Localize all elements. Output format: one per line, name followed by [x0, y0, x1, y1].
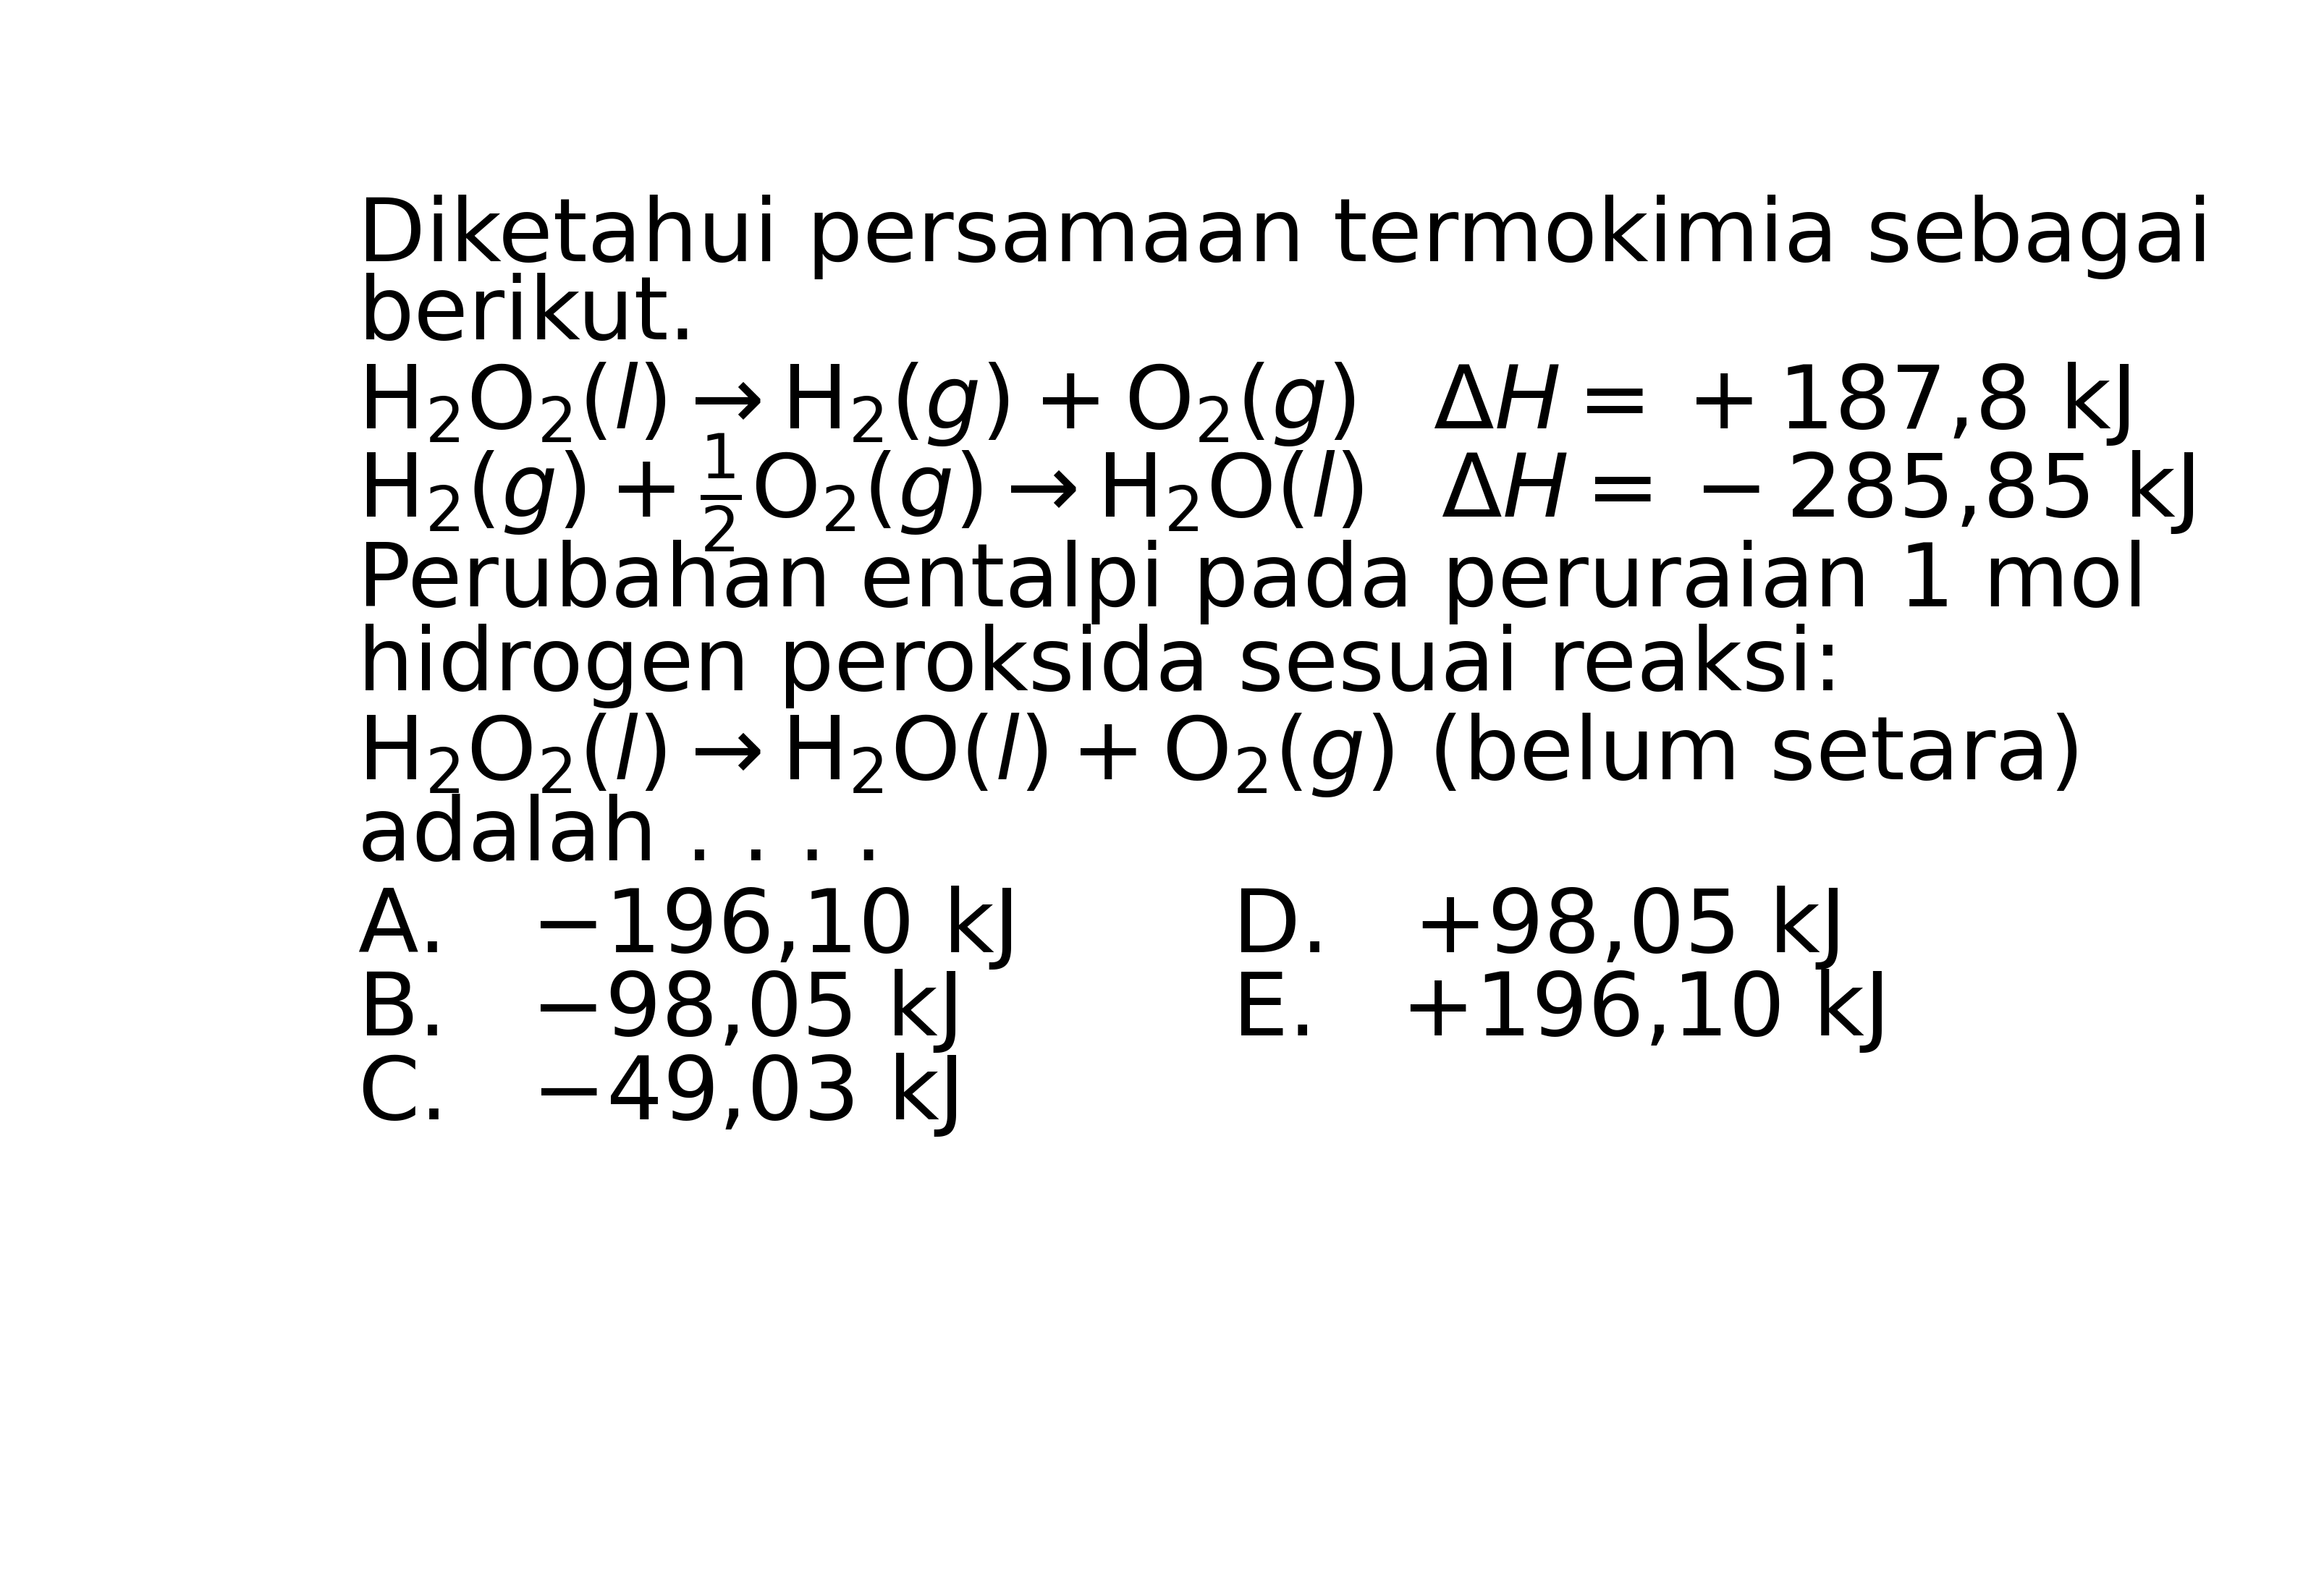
Text: Diketahui persamaan termokimia sebagai: Diketahui persamaan termokimia sebagai [358, 195, 2212, 280]
Text: $\mathrm{H_2O_2(}$$\mathit{l}$$\mathrm{) \rightarrow H_2(}$$\mathit{g}$$\mathrm{: $\mathrm{H_2O_2(}$$\mathit{l}$$\mathrm{)… [358, 360, 2129, 448]
Text: $\mathrm{H_2O_2(}$$\mathit{l}$$\mathrm{) \rightarrow H_2O(}$$\mathit{l}$$\mathrm: $\mathrm{H_2O_2(}$$\mathit{l}$$\mathrm{)… [358, 711, 2078, 799]
Text: Perubahan entalpi pada peruraian 1 mol: Perubahan entalpi pada peruraian 1 mol [358, 540, 2147, 624]
Text: D.   +98,05 kJ: D. +98,05 kJ [1232, 886, 1845, 971]
Text: E.   +196,10 kJ: E. +196,10 kJ [1232, 969, 1889, 1054]
Text: A.   $-$196,10 kJ: A. $-$196,10 kJ [358, 884, 1013, 971]
Text: B.   $-$98,05 kJ: B. $-$98,05 kJ [358, 967, 957, 1054]
Text: berikut.: berikut. [358, 272, 697, 357]
Text: adalah . . . .: adalah . . . . [358, 793, 883, 878]
Text: $\mathrm{H_2(}$$\mathit{g}$$\mathrm{) + \frac{1}{2}O_2(}$$\mathit{g}$$\mathrm{) : $\mathrm{H_2(}$$\mathit{g}$$\mathrm{) + … [358, 433, 2194, 554]
Text: hidrogen peroksida sesuai reaksi:: hidrogen peroksida sesuai reaksi: [358, 623, 1843, 708]
Text: C.   $-$49,03 kJ: C. $-$49,03 kJ [358, 1051, 957, 1137]
